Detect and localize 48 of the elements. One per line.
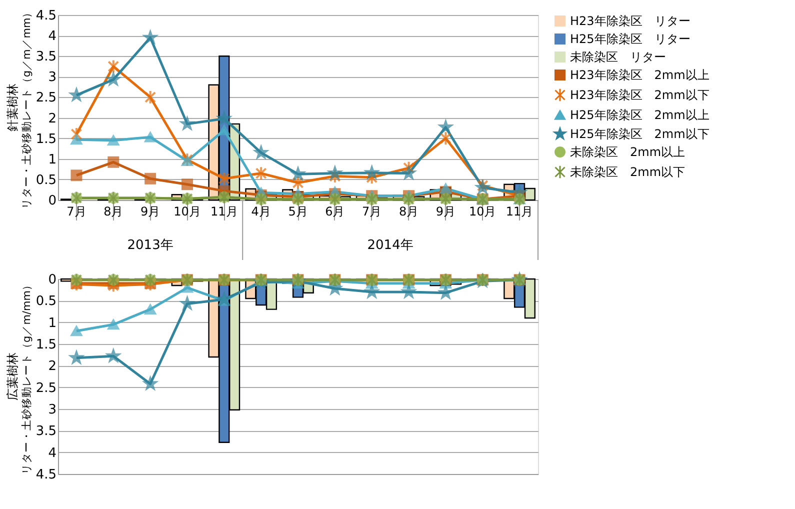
- x-tick-label: 4月: [251, 204, 271, 218]
- x-tick-label: 6月: [325, 204, 345, 218]
- legend-label: 未除染区 2mm以下: [570, 165, 686, 179]
- y-tick-label: 1.5: [36, 132, 56, 147]
- x-tick-label: 10月: [468, 204, 496, 218]
- y-tick-label: 0.5: [36, 172, 56, 188]
- y-tick-label: 4.5: [36, 8, 56, 24]
- y-tick-label: 1: [48, 152, 56, 168]
- x-tick-label: 7月: [66, 204, 86, 218]
- legend-label: H25年除染区 リター: [570, 32, 690, 46]
- x-tick-label: 8月: [398, 204, 419, 218]
- y-axis-title: リター・土砂移動レート（g／m/mm）: [20, 280, 33, 474]
- y-tick-label: 4.5: [36, 468, 56, 482]
- y-tick-label: 0.5: [36, 294, 56, 310]
- y-tick-label: 0: [48, 272, 56, 288]
- x-tick-label: 8月: [104, 204, 124, 218]
- text: 2013年: [127, 238, 174, 253]
- y-axis-title: リター・土砂移動レート（g／m／mm）: [20, 6, 33, 210]
- x-tick-label: 11月: [210, 204, 238, 218]
- x-tick-label: 9月: [140, 204, 160, 218]
- legend-label: H25年除染区 2mm以上: [570, 108, 710, 122]
- y-tick-label: 2: [48, 111, 56, 126]
- y-tick-label: 3.5: [36, 424, 56, 440]
- legend-label: H23年除染区 リター: [570, 14, 690, 28]
- y-tick-label: 2: [48, 359, 56, 374]
- y-tick-label: 1: [48, 316, 56, 331]
- legend-label: H23年除染区 2mm以上: [570, 68, 710, 82]
- y-tick-label: 1.5: [36, 338, 56, 352]
- text: 針葉樹林: [5, 84, 20, 132]
- x-tick-label: 11月: [506, 204, 534, 218]
- y-tick-label: 4: [48, 446, 56, 461]
- y-tick-label: 2.5: [36, 380, 56, 396]
- text: 2014年: [367, 238, 414, 253]
- y-tick-label: 0: [48, 194, 56, 208]
- y-tick-label: 2.5: [36, 90, 56, 106]
- legend-label: 未除染区 リター: [570, 50, 666, 64]
- y-tick-label: 3: [48, 70, 56, 86]
- y-tick-label: 3: [48, 402, 56, 418]
- x-tick-label: 10月: [174, 204, 201, 218]
- x-tick-label: 5月: [288, 204, 308, 218]
- y-tick-label: 3.5: [36, 50, 56, 65]
- legend-label: H25年除染区 2mm以下: [570, 127, 710, 141]
- x-tick-label: 9月: [436, 204, 456, 218]
- legend-label: 未除染区 2mm以上: [570, 145, 686, 159]
- legend-label: H23年除染区 2mm以下: [570, 88, 710, 102]
- y-tick-label: 4: [48, 29, 56, 44]
- text: 広葉樹林: [5, 352, 20, 400]
- x-tick-label: 7月: [362, 204, 382, 218]
